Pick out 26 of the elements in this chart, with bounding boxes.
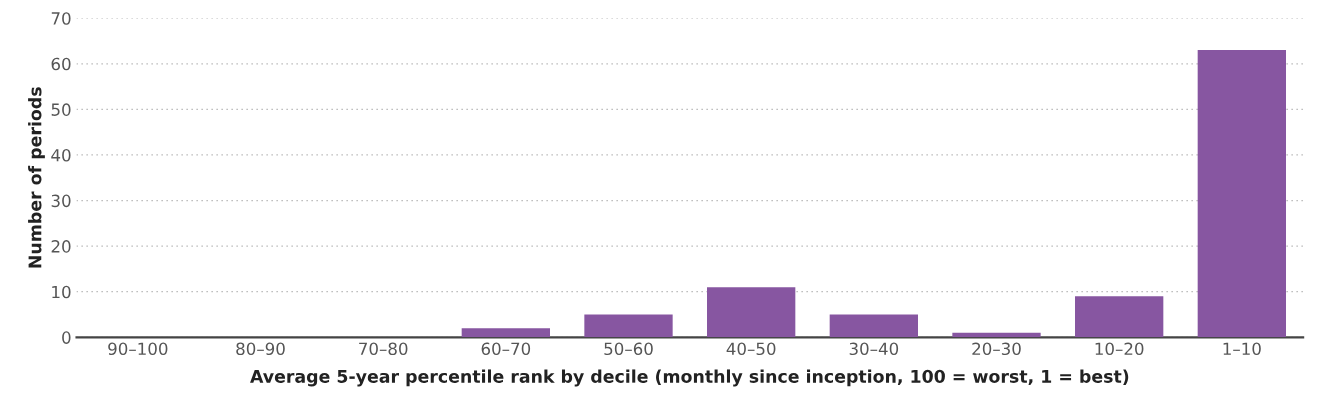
x-tick-label: 80–90 xyxy=(236,342,285,356)
y-tick-label: 30 xyxy=(51,194,71,208)
y-tick-label: 50 xyxy=(51,103,71,116)
bar xyxy=(829,314,918,338)
y-tick-label: 40 xyxy=(51,148,71,162)
x-axis-title: Average 5-year percentile rank by decile (monthly since inception, 100 = worst, 1 = best) xyxy=(250,369,1129,387)
y-tick-label: 60 xyxy=(51,57,71,71)
x-tick-label: 20–30 xyxy=(972,342,1021,356)
x-tick-label: 1–10 xyxy=(1223,342,1261,356)
x-tick-label: 70–80 xyxy=(359,342,408,356)
x-tick-label: 90–100 xyxy=(108,342,168,356)
y-tick-label: 20 xyxy=(51,240,71,253)
bar xyxy=(1075,296,1164,338)
x-tick-label: 60–70 xyxy=(481,342,531,356)
bar xyxy=(461,328,550,338)
x-tick-label: 10–20 xyxy=(1095,342,1144,356)
y-tick-label: 0 xyxy=(62,331,71,344)
x-tick-label: 30–40 xyxy=(849,342,899,356)
bar xyxy=(707,287,796,338)
bar xyxy=(1197,50,1286,338)
y-tick-label: 10 xyxy=(52,285,71,299)
bar xyxy=(584,314,673,338)
y-axis-title: Number of periods xyxy=(28,87,45,268)
x-tick-label: 40–50 xyxy=(726,342,776,356)
y-tick-label: 70 xyxy=(51,12,71,25)
x-tick-label: 50–60 xyxy=(604,342,653,356)
